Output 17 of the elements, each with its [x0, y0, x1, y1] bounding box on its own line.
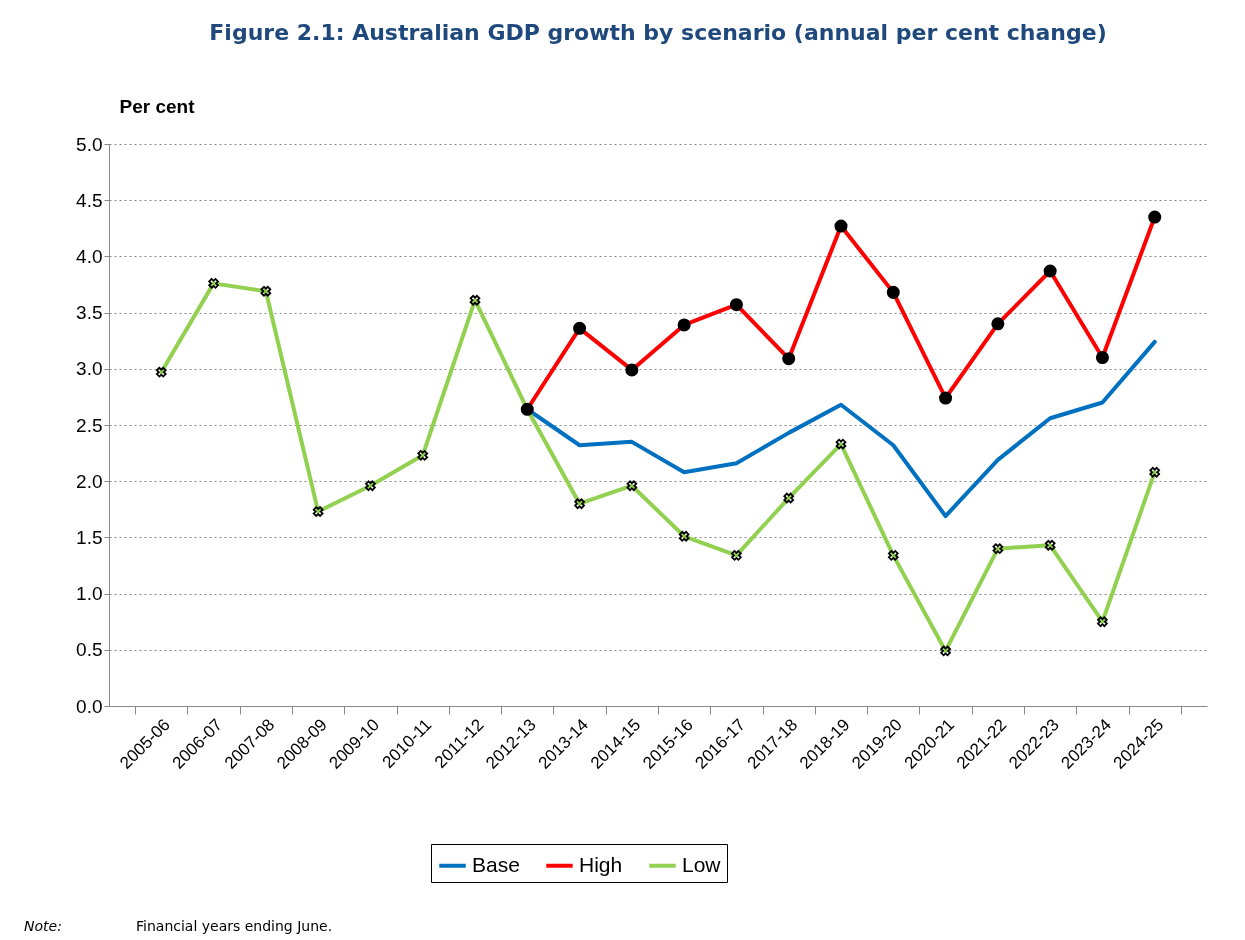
y-tick-label: 2.0 [76, 470, 103, 492]
y-axis-title: Per cent [119, 95, 196, 117]
y-tick-label: 4.5 [76, 189, 103, 211]
legend-label: Low [682, 852, 722, 876]
y-tick-label: 2.5 [76, 414, 103, 436]
text: Note: Financial years ending June. [24, 918, 333, 934]
y-tick-label: 3.5 [76, 302, 103, 324]
y-tick-label: 4.0 [76, 245, 103, 267]
y-tick-label: 0.5 [76, 639, 103, 661]
y-tick-label: 5.0 [76, 133, 103, 155]
y-tick-label: 3.0 [76, 358, 103, 380]
y-tick-label: 1.5 [76, 526, 103, 548]
legend-label: Base [472, 852, 520, 876]
legend-label: High [579, 852, 623, 876]
y-tick-label: 0.0 [76, 695, 103, 717]
chart-title: Figure 2.1: Australian GDP growth by scenario (annual per cent change) [209, 20, 1107, 45]
y-tick-label: 1.0 [76, 583, 103, 605]
